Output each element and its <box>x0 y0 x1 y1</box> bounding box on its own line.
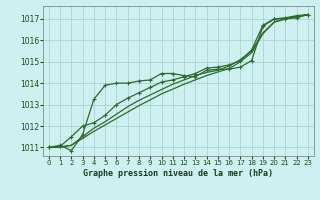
X-axis label: Graphe pression niveau de la mer (hPa): Graphe pression niveau de la mer (hPa) <box>84 169 273 178</box>
